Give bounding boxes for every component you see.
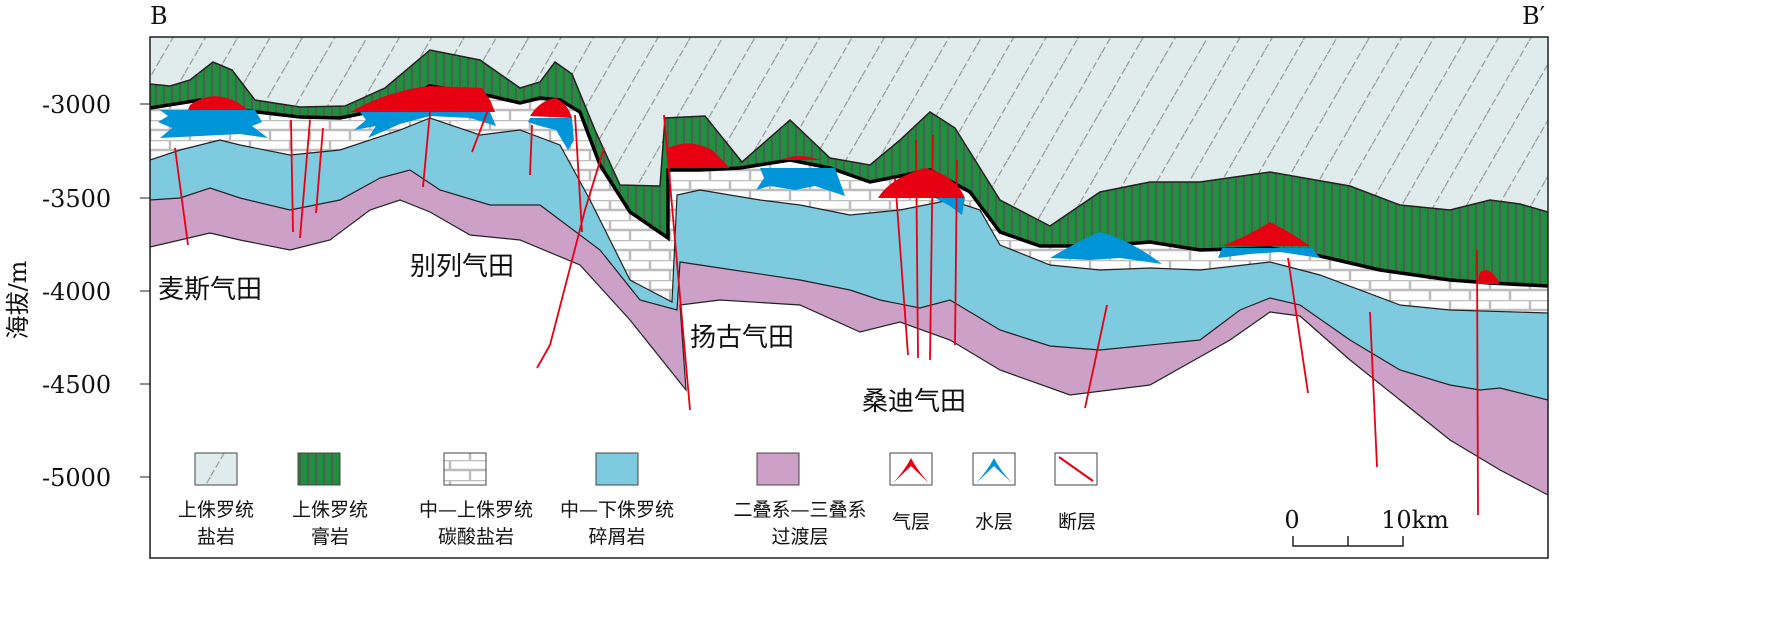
section-end-label: B′ [1522, 2, 1545, 30]
field-label-sangdi: 桑迪气田 [862, 387, 966, 417]
legend-label: 中—下侏罗统 [560, 499, 674, 521]
section-start-label: B [150, 2, 168, 30]
legend-label: 碳酸盐岩 [438, 526, 514, 548]
reservoir-bodies [158, 86, 1500, 284]
fault-line [929, 134, 934, 361]
fault-line [290, 119, 294, 233]
field-label-yanggu: 扬古气田 [690, 323, 794, 353]
fault-line [536, 344, 551, 369]
legend-label: 上侏罗统 [178, 499, 254, 521]
legend-salt-icon [194, 452, 238, 486]
legend-fault-icon [1054, 452, 1098, 486]
fault-line [1369, 311, 1378, 468]
gas-layer-body [1477, 270, 1500, 284]
fault-line [574, 114, 583, 233]
legend-label: 盐岩 [197, 526, 235, 548]
legend-carbonate-icon [443, 452, 487, 486]
frame [149, 36, 1549, 559]
fault-line [1476, 249, 1479, 516]
legend-water-icon [972, 452, 1016, 486]
legend-label: 中—上侏罗统 [419, 499, 533, 521]
fault-line [915, 139, 919, 359]
field-label-maisi: 麦斯气田 [158, 275, 262, 305]
y-tick-label: -4000 [42, 278, 111, 306]
legend-gas-icon [889, 452, 933, 486]
legend-permian-icon [756, 452, 800, 486]
y-axis: -3000 -3500 -4000 -4500 -5000 海拔/m [4, 91, 150, 492]
fault-line [1287, 257, 1309, 394]
faults [174, 109, 1479, 516]
fault-line [422, 111, 431, 188]
y-axis-label: 海拔/m [4, 260, 32, 339]
y-tick-label: -4500 [42, 371, 111, 399]
scale-end-label: 10km [1381, 506, 1449, 534]
water-layer-body [756, 168, 845, 196]
water-layer-body [1050, 232, 1162, 264]
y-tick-label: -3000 [42, 91, 111, 119]
gas-layer-body [668, 143, 730, 168]
gas-layer-body [878, 168, 965, 198]
legend: 上侏罗统 盐岩 上侏罗统 膏岩 中—上侏罗统 碳酸盐岩 中—下侏罗统 碎屑岩 二… [178, 452, 1098, 548]
legend-label: 碎屑岩 [588, 526, 645, 548]
fault-line [315, 127, 324, 214]
legend-label: 膏岩 [311, 525, 349, 548]
scale-bar: 0 10km [1284, 506, 1449, 547]
gas-layer-body [1222, 222, 1310, 246]
fault-line [584, 147, 605, 211]
y-tick-label: -3500 [42, 185, 111, 213]
legend-label: 过渡层 [771, 526, 828, 548]
gas-layer-body [530, 98, 572, 118]
section-body [150, 37, 1548, 558]
legend-label: 水层 [975, 511, 1013, 533]
fault-line [1084, 304, 1108, 409]
water-layer-body [158, 110, 268, 138]
fault-line [663, 114, 691, 411]
legend-label: 上侏罗统 [292, 499, 368, 521]
gas-layer-body [188, 96, 248, 110]
legend-clastic-icon [595, 452, 639, 486]
y-tick-label: -5000 [42, 464, 111, 492]
legend-gypsum-icon [297, 452, 341, 486]
gas-layer-body [350, 86, 495, 112]
scale-start-label: 0 [1284, 506, 1299, 534]
water-layer-body [528, 118, 574, 150]
water-layer-body [1218, 248, 1320, 258]
fault-line [954, 159, 958, 346]
water-layer-body [354, 112, 496, 138]
fault-line [174, 147, 189, 246]
gas-layer-body [780, 156, 820, 160]
water-layer-body [935, 198, 965, 215]
legend-label: 断层 [1058, 511, 1096, 533]
fault-line [471, 109, 489, 153]
basement-area [150, 199, 1548, 558]
legend-label: 气层 [892, 511, 930, 533]
fault-line [299, 119, 311, 239]
legend-label: 二叠系—三叠系 [733, 499, 866, 521]
field-label-bielie: 别列气田 [410, 252, 514, 282]
fault-line [894, 177, 909, 356]
fault-line [549, 209, 586, 346]
fault-line [529, 124, 533, 176]
